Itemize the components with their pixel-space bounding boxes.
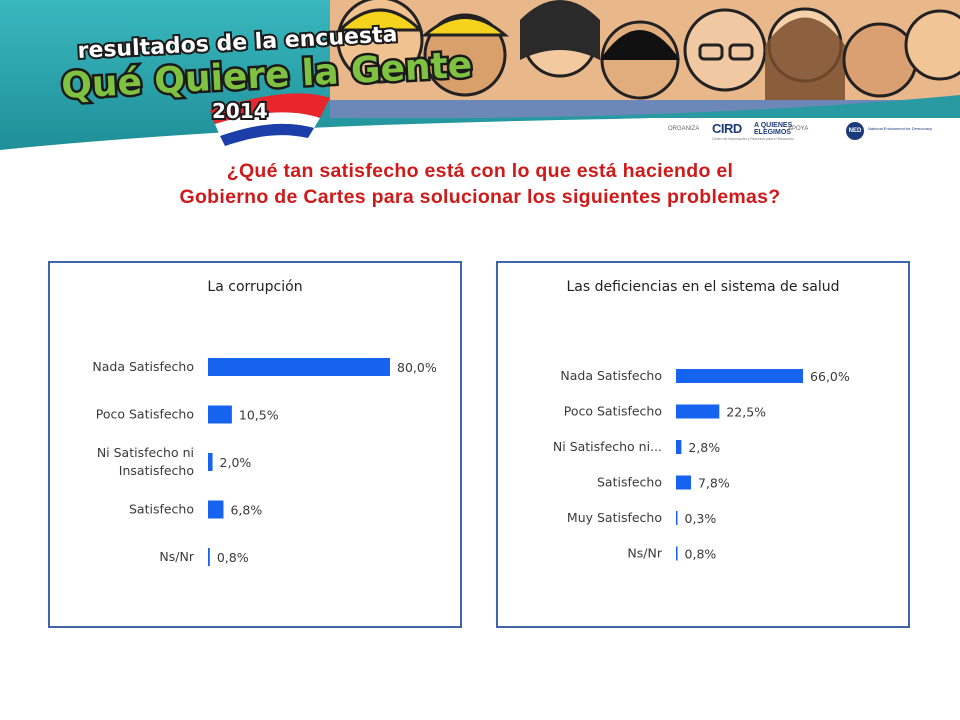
chart-title-health: Las deficiencias en el sistema de salud (566, 279, 840, 295)
cird-logo: CIRD (712, 121, 742, 136)
corruption-value-label: 0,8% (217, 550, 249, 565)
health-value-label: 0,8% (685, 547, 717, 562)
health-value-label: 7,8% (698, 476, 730, 491)
corruption-bar (208, 358, 390, 376)
corruption-value-label: 80,0% (397, 360, 437, 375)
survey-question: ¿Qué tan satisfecho está con lo que está… (40, 158, 920, 210)
header-banner: resultados de la encuesta Qué Quiere la … (0, 0, 960, 150)
corruption-value-label: 2,0% (220, 455, 252, 470)
a-quienes-elegimos-logo: A QUIENES ELEGIMOS (754, 122, 793, 136)
question-line-2: Gobierno de Cartes para solucionar los s… (179, 186, 781, 208)
health-value-label: 66,0% (810, 369, 850, 384)
bar-chart-corruption: Nada Satisfecho 80,0% Poco Satisfecho 10,5%… (92, 358, 437, 566)
health-bar (676, 440, 682, 454)
health-category-label: Ns/Nr (627, 546, 662, 561)
health-category-label: Satisfecho (597, 475, 662, 490)
chart-title-corruption: La corrupción (207, 279, 303, 295)
banner-illustration: resultados de la encuesta Qué Quiere la … (0, 0, 960, 150)
health-bar (676, 369, 804, 383)
sponsor-strip: ORGANIZA CIRD Centro de Información y Re… (660, 120, 960, 148)
ned-logo: NED (846, 122, 864, 140)
corruption-category-label: Ns/Nr (159, 549, 194, 564)
bar-chart-health: Nada Satisfecho 66,0% Poco Satisfecho 22,5%… (553, 368, 850, 562)
crowd-illustration (330, 0, 960, 119)
cird-subtitle: Centro de Información y Recursos para el… (712, 137, 794, 141)
corruption-bar (208, 453, 213, 471)
health-bar (676, 404, 720, 419)
health-category-label: Ni Satisfecho ni... (553, 439, 662, 454)
health-bar (676, 475, 692, 490)
corruption-category-label: Nada Satisfecho (92, 359, 194, 374)
health-value-label: 0,3% (685, 511, 717, 526)
chart-panel-corruption: La corrupción Nada Satisfecho 80,0% Poco S… (48, 261, 462, 628)
corruption-bar (208, 500, 224, 519)
health-value-label: 22,5% (726, 405, 766, 420)
organiza-label: ORGANIZA (668, 126, 700, 132)
corruption-category-label: Satisfecho (129, 502, 194, 517)
chart-panel-health: Las deficiencias en el sistema de salud … (496, 261, 910, 628)
health-category-label: Nada Satisfecho (560, 368, 662, 383)
corruption-bar (208, 405, 232, 424)
corruption-value-label: 10,5% (239, 408, 279, 423)
corruption-value-label: 6,8% (230, 503, 262, 518)
apoya-label: APOYA (788, 126, 809, 132)
health-category-label: Muy Satisfecho (567, 510, 662, 525)
corruption-bar (208, 548, 210, 566)
corruption-category-label: Ni Satisfecho ni Insatisfecho (97, 445, 194, 478)
health-category-label: Poco Satisfecho (564, 404, 662, 419)
banner-year: 2014 (212, 99, 268, 123)
corruption-category-label: Poco Satisfecho (96, 407, 194, 422)
health-value-label: 2,8% (688, 440, 720, 455)
health-bar (676, 546, 678, 561)
question-line-1: ¿Qué tan satisfecho está con lo que está… (226, 160, 734, 182)
ned-text: National Endowment for Democracy (868, 126, 933, 131)
health-bar (676, 511, 678, 525)
